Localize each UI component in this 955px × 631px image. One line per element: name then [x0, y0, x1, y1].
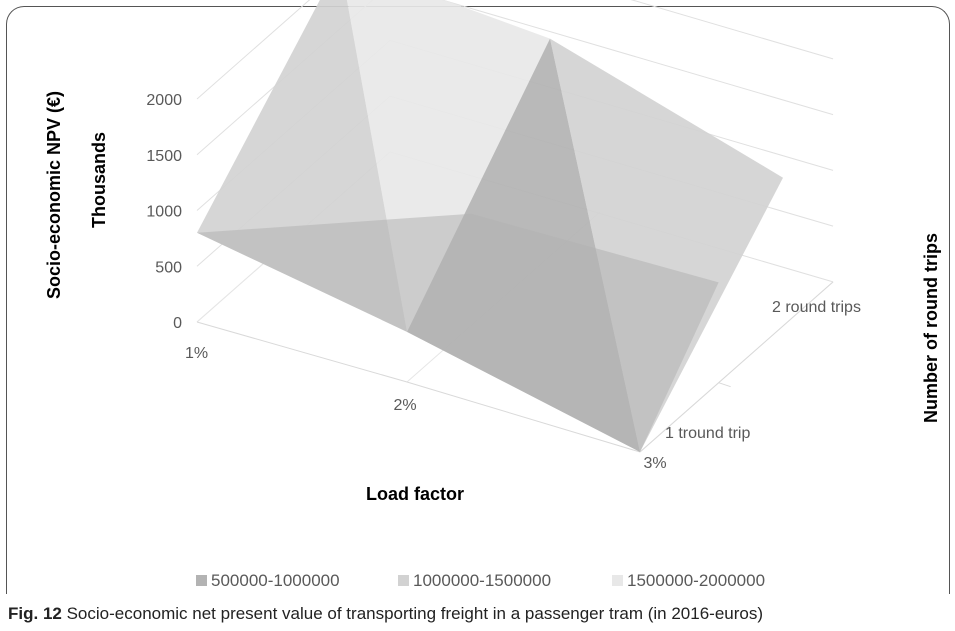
z-axis-title: Socio-economic NPV (€)	[44, 91, 64, 299]
x-axis-title: Load factor	[366, 484, 464, 504]
x-tick-label: 2%	[393, 397, 416, 414]
tick-mark	[718, 382, 731, 388]
z-tick-label: 2000	[146, 92, 182, 109]
legend-label: 500000-1000000	[211, 571, 340, 590]
y-tick-label: 1 tround trip	[665, 425, 750, 442]
y-tick-label: 2 round trips	[772, 299, 861, 316]
x-tick-label: 1%	[185, 345, 208, 362]
z-tick-label: 500	[155, 259, 182, 276]
z-axis-unit-label: Thousands	[89, 132, 109, 228]
legend-swatch	[612, 575, 623, 586]
legend-swatch	[398, 575, 409, 586]
floor-front-edge	[196, 321, 641, 453]
legend-swatch	[196, 575, 207, 586]
surface-layer	[197, 0, 783, 452]
gridline	[196, 0, 834, 156]
legend-label: 1000000-1500000	[413, 571, 551, 590]
legend: 500000-1000000 1000000-1500000 1500000-200…	[196, 571, 765, 590]
legend-label: 1500000-2000000	[627, 571, 765, 590]
figure-caption: Fig. 12 Socio-economic net present value…	[8, 604, 763, 624]
surface-band-low	[197, 213, 719, 452]
surface-patch-back	[550, 38, 783, 452]
caption-label: Fig. 12	[8, 604, 62, 623]
caption-text: Socio-economic net present value of tran…	[66, 604, 764, 623]
chart-frame	[6, 6, 950, 594]
tick-layer: 0 500 1000 1500 2000 1% 2% 3% 1 tround trip 2 rou…	[146, 92, 861, 472]
z-tick-label: 1000	[146, 204, 182, 221]
z-tick-label: 0	[173, 315, 182, 332]
z-tick-label: 1500	[146, 148, 182, 165]
x-tick-label: 3%	[643, 455, 666, 472]
surface-chart: 0 500 1000 1500 2000 1% 2% 3% 1 tround trip 2 rou…	[44, 0, 941, 590]
y-axis-title: Number of round trips	[921, 233, 941, 423]
gridline	[196, 0, 834, 100]
